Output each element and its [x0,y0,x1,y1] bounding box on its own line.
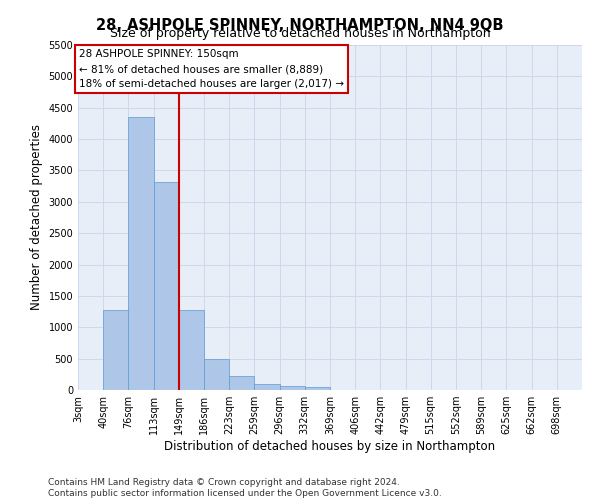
Bar [229,376,254,390]
Bar [128,117,154,390]
Bar [179,310,204,390]
Bar [305,386,330,390]
Text: Size of property relative to detached houses in Northampton: Size of property relative to detached ho… [110,28,490,40]
Bar [204,360,229,390]
Text: 28, ASHPOLE SPINNEY, NORTHAMPTON, NN4 9QB: 28, ASHPOLE SPINNEY, NORTHAMPTON, NN4 9Q… [96,18,504,32]
Text: Contains HM Land Registry data © Crown copyright and database right 2024.
Contai: Contains HM Land Registry data © Crown c… [48,478,442,498]
Bar [103,310,128,390]
X-axis label: Distribution of detached houses by size in Northampton: Distribution of detached houses by size … [164,440,496,453]
Bar [154,182,179,390]
Bar [254,384,280,390]
Y-axis label: Number of detached properties: Number of detached properties [30,124,43,310]
Bar [280,386,305,390]
Text: 28 ASHPOLE SPINNEY: 150sqm
← 81% of detached houses are smaller (8,889)
18% of s: 28 ASHPOLE SPINNEY: 150sqm ← 81% of deta… [79,50,344,89]
